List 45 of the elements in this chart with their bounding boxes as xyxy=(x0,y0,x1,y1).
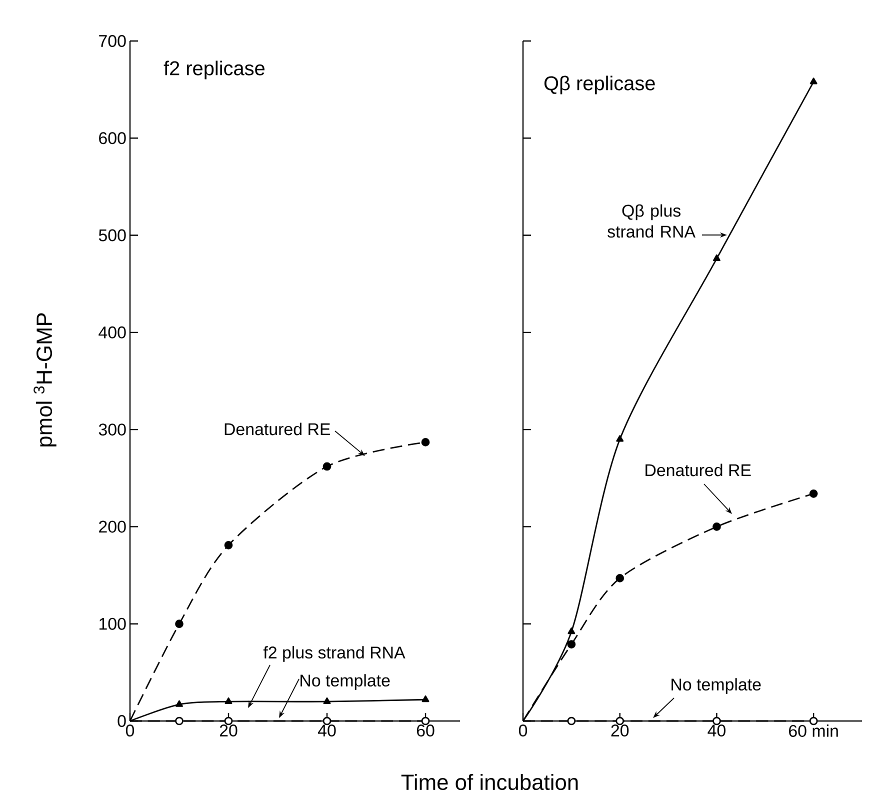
point xyxy=(713,254,720,262)
point xyxy=(568,627,576,634)
y-tick-label: 100 xyxy=(100,618,126,630)
text: Qβ replicase xyxy=(544,76,655,94)
x-axis-title: Time of incubation xyxy=(401,774,578,790)
y-tick-label: 400 xyxy=(98,326,126,338)
point xyxy=(224,697,232,704)
point xyxy=(616,435,624,442)
point xyxy=(175,620,184,628)
x-tick-label: 0 xyxy=(126,724,134,737)
point xyxy=(175,716,184,726)
y-tick-label: 200 xyxy=(99,520,126,533)
point xyxy=(176,700,183,707)
y-tick-label: 0 xyxy=(118,715,126,727)
series-label: No template xyxy=(672,678,761,694)
y-tick-label: 700 xyxy=(99,34,126,47)
x-tick-label: 0 xyxy=(518,724,528,737)
x-tick-label: 60 xyxy=(416,724,434,737)
point xyxy=(809,716,818,726)
point xyxy=(422,695,430,702)
text: Denatured RE xyxy=(646,464,751,476)
point xyxy=(809,489,818,498)
point xyxy=(567,640,576,648)
point xyxy=(712,522,721,531)
series-label: Denatured RE xyxy=(224,422,330,436)
x-tick-label: 20 xyxy=(611,724,629,737)
text: f2 replicase xyxy=(164,60,264,80)
y-tick-label: 300 xyxy=(98,424,126,436)
series-label: No template xyxy=(300,674,390,690)
x-tick-label: 40 xyxy=(708,724,726,737)
y-axis-title: pmol $^{3}$H-GMP xyxy=(34,313,56,446)
point xyxy=(567,716,576,726)
y-tick-label: 600 xyxy=(99,132,126,144)
text: f2 plus strand RNA xyxy=(263,646,406,662)
point xyxy=(322,462,332,471)
point xyxy=(421,438,430,446)
series-label: Qβ plus strand RNA xyxy=(608,204,696,238)
x-tick-label: 20 xyxy=(220,724,238,737)
point xyxy=(224,540,233,550)
point xyxy=(323,697,331,704)
x-tick-label: 40 xyxy=(318,724,336,737)
y-tick-label: 500 xyxy=(98,229,126,242)
x-tick-label: 60 min xyxy=(789,724,838,737)
point xyxy=(810,78,818,84)
point xyxy=(616,574,624,582)
